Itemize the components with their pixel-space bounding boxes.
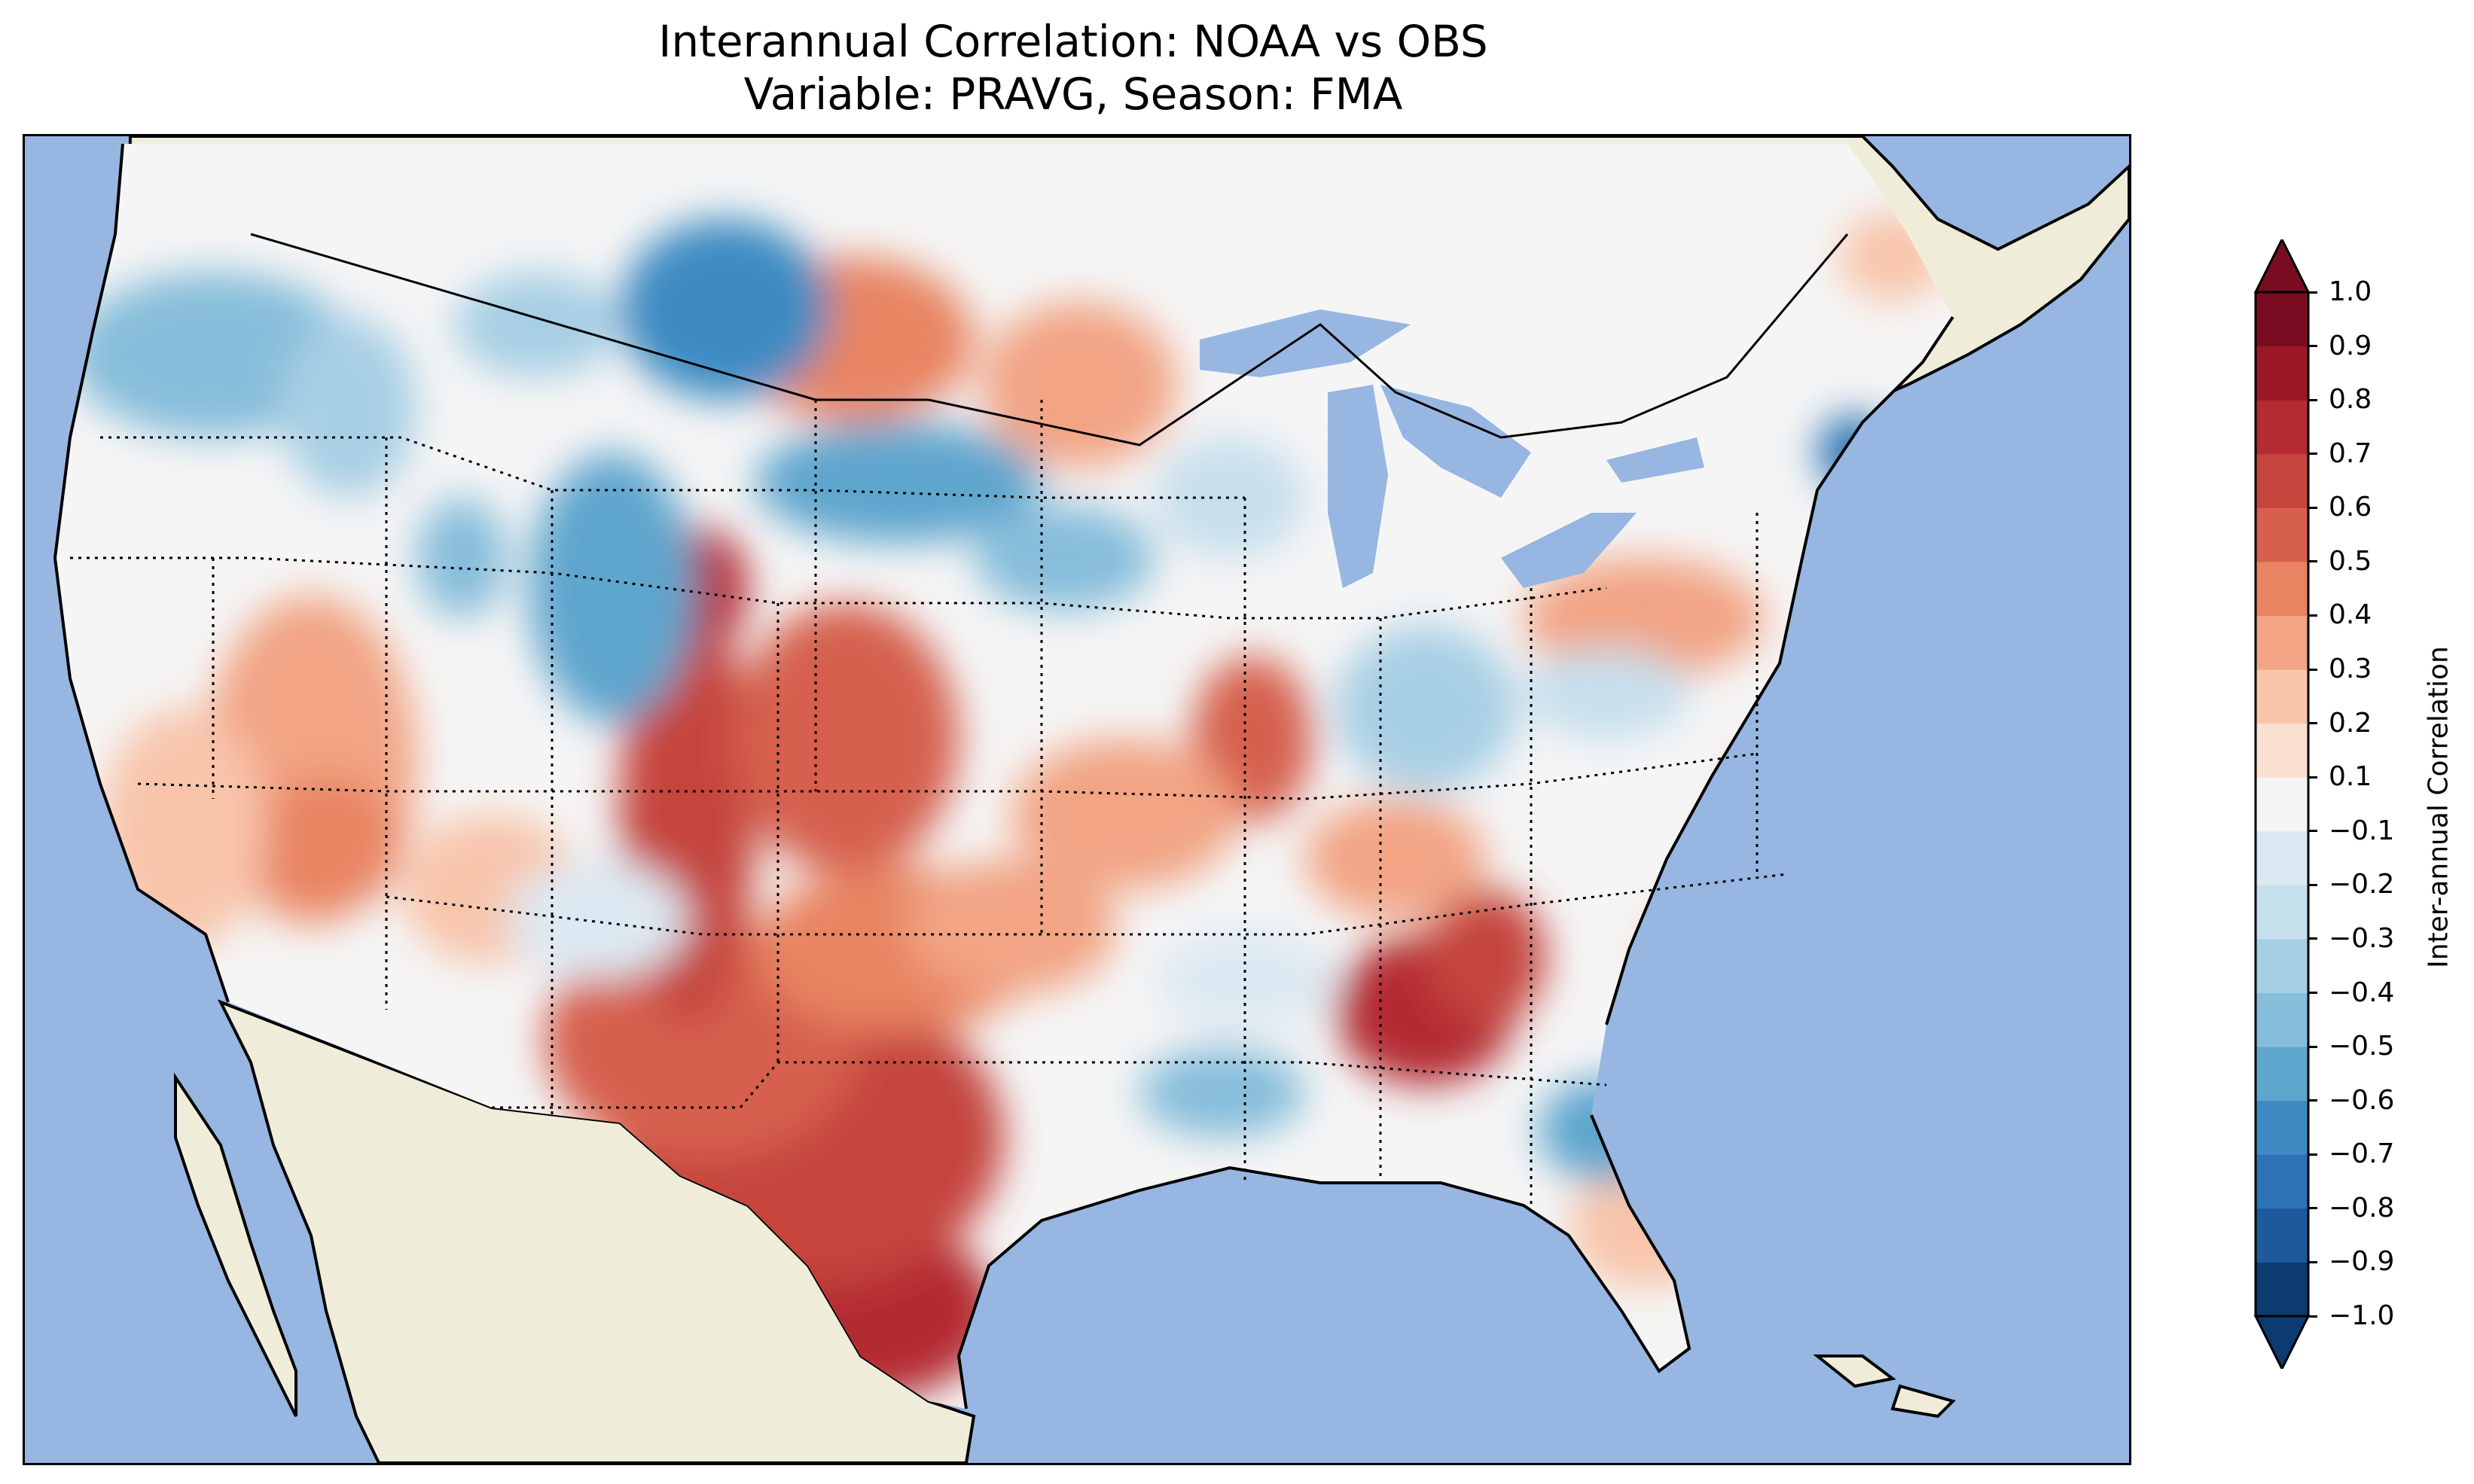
colorbar-tick-mark bbox=[2308, 883, 2317, 886]
colorbar-tick-mark bbox=[2308, 1045, 2317, 1048]
colorbar-tick-label: 0.5 bbox=[2329, 545, 2372, 577]
colorbar-tick-mark bbox=[2308, 722, 2317, 725]
colorbar-tick-mark bbox=[2308, 776, 2317, 779]
colorbar-tick-mark bbox=[2308, 506, 2317, 509]
colorbar-tick-mark bbox=[2308, 1099, 2317, 1102]
map-title-line-2: Variable: PRAVG, Season: FMA bbox=[743, 69, 1403, 120]
colorbar-tick-label: −0.2 bbox=[2329, 869, 2395, 900]
us-coastline bbox=[53, 143, 1954, 1409]
colorbar-tick-label: −0.4 bbox=[2329, 977, 2395, 1008]
colorbar-tick-mark bbox=[2308, 830, 2317, 833]
colorbar-tick-label: −0.9 bbox=[2329, 1246, 2395, 1278]
colorbar-label: Inter-annual Correlation bbox=[2423, 646, 2454, 968]
colorbar-tick-label: 0.6 bbox=[2329, 492, 2372, 523]
colorbar-segment bbox=[2256, 830, 2308, 885]
colorbar-tick-mark bbox=[2308, 668, 2317, 671]
colorbar-tick-label: 0.9 bbox=[2329, 330, 2372, 361]
colorbar-segment bbox=[2256, 561, 2308, 616]
colorbar-segment bbox=[2256, 723, 2308, 778]
canada-border bbox=[250, 233, 1849, 446]
colorbar-tick-label: −0.5 bbox=[2329, 1031, 2395, 1062]
great-lakes bbox=[1200, 309, 1704, 588]
colorbar-tick-label: 0.3 bbox=[2329, 654, 2372, 685]
state-boundaries bbox=[70, 400, 1788, 1205]
colorbar-tick-mark bbox=[2308, 937, 2317, 940]
colorbar-segment bbox=[2256, 885, 2308, 940]
colorbar-tick-mark bbox=[2308, 1153, 2317, 1156]
colorbar-tick-label: −0.7 bbox=[2329, 1138, 2395, 1170]
colorbar-tick-label: 1.0 bbox=[2329, 276, 2372, 307]
map-title-line-1: Interannual Correlation: NOAA vs OBS bbox=[658, 16, 1488, 67]
colorbar-segment bbox=[2256, 615, 2308, 670]
colorbar-tick-label: 0.4 bbox=[2329, 599, 2372, 631]
map-canvas bbox=[25, 136, 2129, 1463]
map-panel[interactable] bbox=[23, 134, 2131, 1465]
colorbar-segment bbox=[2256, 1047, 2308, 1102]
colorbar-segment bbox=[2256, 1262, 2308, 1317]
colorbar-segment bbox=[2256, 1208, 2308, 1263]
colorbar-segment bbox=[2256, 292, 2308, 347]
colorbar-segment bbox=[2256, 400, 2308, 455]
colorbar-extend-min-arrow bbox=[2253, 1315, 2311, 1369]
colorbar-tick-label: −0.1 bbox=[2329, 815, 2395, 846]
colorbar-tick-label: −1.0 bbox=[2329, 1300, 2395, 1331]
colorbar-segment bbox=[2256, 992, 2308, 1047]
colorbar-tick-label: −0.8 bbox=[2329, 1192, 2395, 1223]
colorbar-tick-mark bbox=[2308, 1260, 2317, 1263]
colorbar-tick-mark bbox=[2308, 992, 2317, 995]
colorbar-segment bbox=[2256, 346, 2308, 401]
colorbar-segment bbox=[2256, 453, 2308, 508]
colorbar-tick-label: 0.1 bbox=[2329, 761, 2372, 793]
colorbar-tick-mark bbox=[2308, 453, 2317, 456]
colorbar-tick-label: 0.2 bbox=[2329, 707, 2372, 739]
colorbar-segment bbox=[2256, 938, 2308, 994]
colorbar-tick-mark bbox=[2308, 345, 2317, 348]
colorbar-segment bbox=[2256, 1154, 2308, 1209]
colorbar-tick-label: −0.6 bbox=[2329, 1084, 2395, 1116]
colorbar-segment bbox=[2256, 1100, 2308, 1155]
colorbar-tick-mark bbox=[2308, 1207, 2317, 1210]
colorbar-segment bbox=[2256, 777, 2308, 832]
colorbar-tick-label: −0.3 bbox=[2329, 922, 2395, 954]
colorbar-segment bbox=[2256, 669, 2308, 724]
colorbar-segment bbox=[2256, 507, 2308, 562]
colorbar bbox=[2253, 239, 2311, 1369]
colorbar-tick-label: 0.7 bbox=[2329, 437, 2372, 469]
colorbar-tick-mark bbox=[2308, 398, 2317, 401]
colorbar-tick-mark bbox=[2308, 291, 2317, 294]
colorbar-tick-mark bbox=[2308, 1315, 2317, 1318]
colorbar-tick-label: 0.8 bbox=[2329, 384, 2372, 416]
colorbar-tick-mark bbox=[2308, 560, 2317, 563]
colorbar-extend-max-arrow bbox=[2253, 239, 2311, 294]
colorbar-tick-mark bbox=[2308, 614, 2317, 617]
